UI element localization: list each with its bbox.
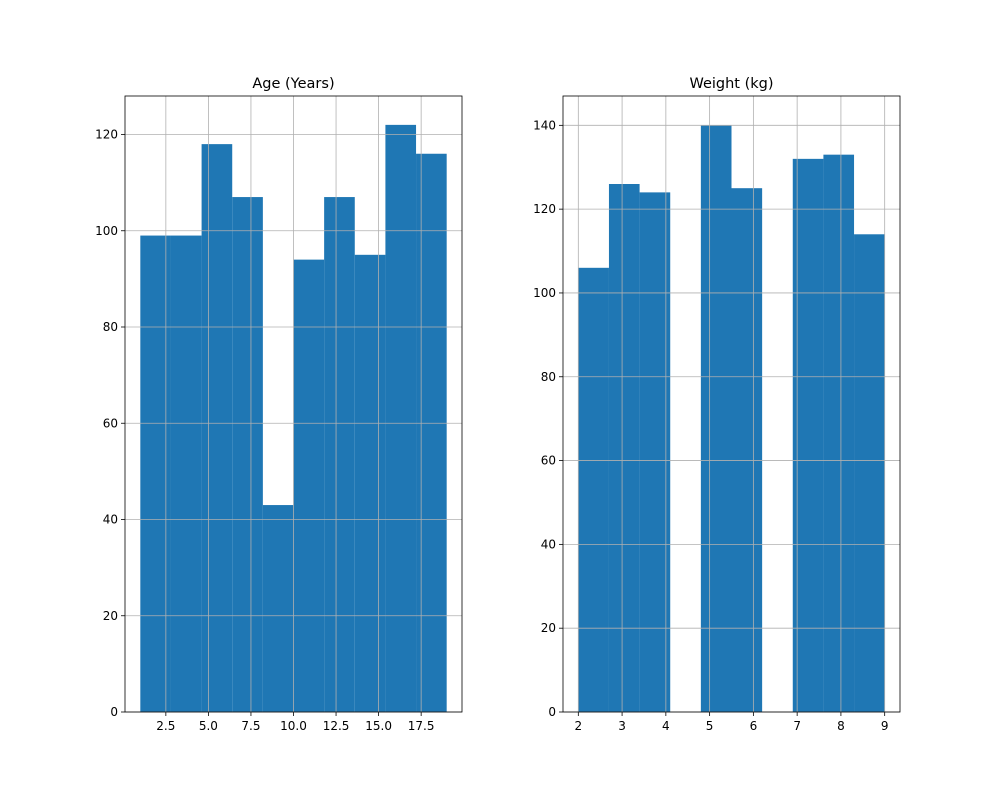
weight-histogram-panel: 2 3 4 5 6 7 8 9 0 20 40 60 80 100 120 140 Weight (kg) bbox=[533, 76, 901, 733]
age-x-tick-label: 5.0 bbox=[199, 719, 218, 733]
age-x-tick-label: 15.0 bbox=[365, 719, 392, 733]
age-bar-7 bbox=[354, 254, 386, 712]
weight-bar-1 bbox=[608, 184, 640, 712]
age-histogram-panel: 2.5 5.0 7.5 10.0 12.5 15.0 17.5 0 20 40 60 80 100 120… bbox=[95, 76, 463, 733]
weight-y-tick-label: 40 bbox=[541, 537, 556, 551]
weight-bar-4 bbox=[700, 125, 732, 713]
age-bar-3 bbox=[232, 197, 263, 712]
weight-x-tick-label: 8 bbox=[837, 719, 845, 733]
weight-y-tick-label: 140 bbox=[533, 118, 556, 132]
age-y-tick-label: 120 bbox=[95, 128, 118, 142]
age-bar-1 bbox=[170, 235, 202, 712]
weight-y-tick-label: 80 bbox=[541, 370, 556, 384]
weight-y-tick-label: 20 bbox=[541, 621, 556, 635]
age-axes-frame bbox=[124, 95, 463, 713]
weight-bar-7 bbox=[792, 158, 824, 712]
age-bar-6 bbox=[324, 197, 355, 712]
age-x-tick-label: 10.0 bbox=[280, 719, 307, 733]
age-bar-2 bbox=[201, 144, 233, 712]
age-x-tick-label: 2.5 bbox=[156, 719, 175, 733]
weight-bar-9 bbox=[854, 234, 885, 713]
age-bar-8 bbox=[385, 124, 417, 712]
weight-bar-2 bbox=[639, 192, 671, 712]
weight-bar-5 bbox=[731, 188, 763, 712]
age-y-tick-label: 60 bbox=[103, 416, 118, 430]
weight-x-tick-label: 5 bbox=[706, 719, 714, 733]
weight-x-tick-label: 9 bbox=[881, 719, 889, 733]
weight-y-tick-label: 100 bbox=[533, 286, 556, 300]
weight-chart-title: Weight (kg) bbox=[689, 76, 773, 92]
age-bar-4 bbox=[262, 505, 294, 712]
age-y-tick-label: 0 bbox=[110, 705, 118, 719]
weight-y-tick-label: 120 bbox=[533, 202, 556, 216]
age-y-tick-label: 20 bbox=[103, 609, 118, 623]
age-y-tick-label: 40 bbox=[103, 513, 118, 527]
weight-bar-0 bbox=[578, 267, 609, 712]
age-y-tick-label: 80 bbox=[103, 320, 118, 334]
weight-x-tick-label: 6 bbox=[750, 719, 758, 733]
weight-y-tick-label: 0 bbox=[548, 705, 556, 719]
weight-axes-frame bbox=[562, 95, 901, 713]
weight-bar-8 bbox=[823, 154, 855, 712]
age-bar-5 bbox=[293, 259, 325, 712]
age-x-tick-label: 7.5 bbox=[241, 719, 260, 733]
weight-x-tick-label: 7 bbox=[793, 719, 801, 733]
weight-x-tick-label: 3 bbox=[618, 719, 626, 733]
age-x-tick-label: 12.5 bbox=[323, 719, 350, 733]
age-bar-9 bbox=[416, 153, 447, 712]
age-bar-0 bbox=[140, 235, 171, 712]
weight-x-tick-label: 4 bbox=[662, 719, 670, 733]
age-x-tick-label: 17.5 bbox=[408, 719, 435, 733]
age-y-tick-label: 100 bbox=[95, 224, 118, 238]
weight-y-tick-label: 60 bbox=[541, 454, 556, 468]
age-chart-title: Age (Years) bbox=[252, 76, 334, 92]
weight-x-tick-label: 2 bbox=[574, 719, 582, 733]
